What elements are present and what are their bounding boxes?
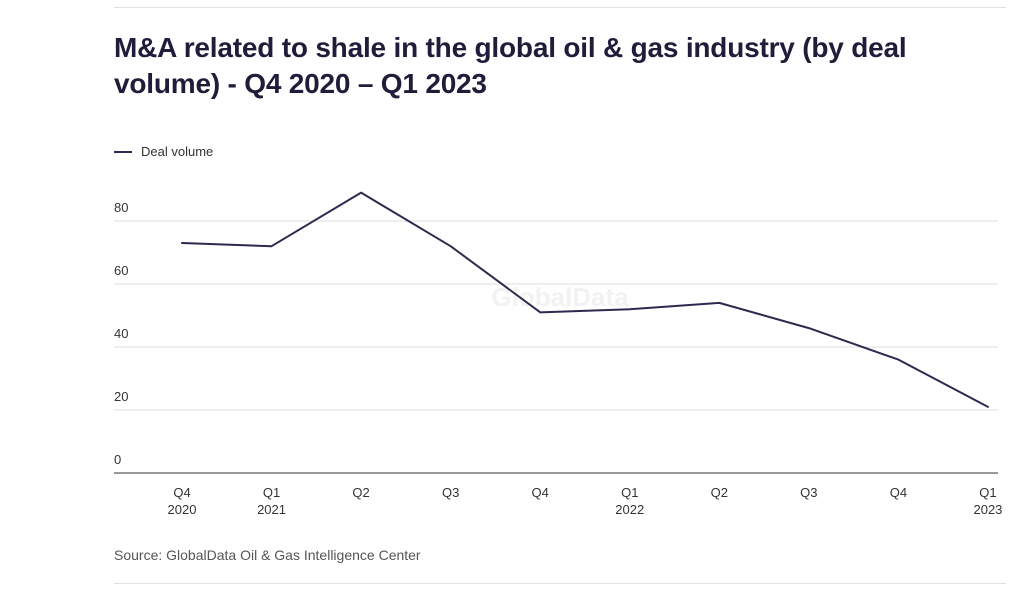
data-point[interactable]: [446, 241, 456, 251]
x-tick-label: Q4: [890, 485, 907, 500]
y-tick-label: 0: [114, 452, 121, 467]
x-tick-label: Q1: [979, 485, 996, 500]
y-tick-label: 20: [114, 389, 128, 404]
data-point[interactable]: [535, 307, 545, 317]
x-tick-label: Q3: [800, 485, 817, 500]
x-tick-label: Q2: [711, 485, 728, 500]
x-tick-year-label: 2021: [257, 502, 286, 517]
axis-layer: 0 20 40 60 80 Q4 2020 Q1 2021 Q2 Q3 Q4 Q1 2022 Q2 Q3 Q4 Q…: [114, 200, 1002, 517]
data-point[interactable]: [177, 238, 187, 248]
data-point[interactable]: [893, 355, 903, 365]
x-tick-label: Q1: [263, 485, 280, 500]
x-tick-label: Q3: [442, 485, 459, 500]
x-tick-label: Q2: [352, 485, 369, 500]
y-tick-label: 60: [114, 263, 128, 278]
grid-layer: [114, 220, 998, 411]
x-tick-year-label: 2020: [168, 502, 197, 517]
legend[interactable]: Deal volume: [114, 144, 213, 159]
data-point[interactable]: [356, 188, 366, 198]
x-tick-year-label: 2023: [973, 502, 1002, 517]
x-tick-label: Q4: [173, 485, 190, 500]
x-tick-year-label: 2022: [615, 502, 644, 517]
y-tick-label: 40: [114, 326, 128, 341]
data-point[interactable]: [267, 241, 277, 251]
series-line-deal-volume[interactable]: [181, 191, 989, 408]
watermark: GlobalData: [491, 282, 629, 312]
data-point[interactable]: [983, 402, 993, 412]
top-divider: [114, 7, 1006, 8]
chart-title: M&A related to shale in the global oil &…: [114, 32, 907, 99]
x-tick-label: Q1: [621, 485, 638, 500]
series-layer: [177, 188, 993, 412]
legend-label: Deal volume: [141, 144, 214, 159]
data-point[interactable]: [714, 298, 724, 308]
bottom-divider: [114, 583, 1006, 584]
x-tick-label: Q4: [532, 485, 549, 500]
y-tick-label: 80: [114, 200, 128, 215]
data-point[interactable]: [804, 323, 814, 333]
legend-line-swatch: [114, 150, 132, 153]
source-note: Source: GlobalData Oil & Gas Intelligenc…: [114, 547, 421, 563]
data-point[interactable]: [625, 304, 635, 314]
